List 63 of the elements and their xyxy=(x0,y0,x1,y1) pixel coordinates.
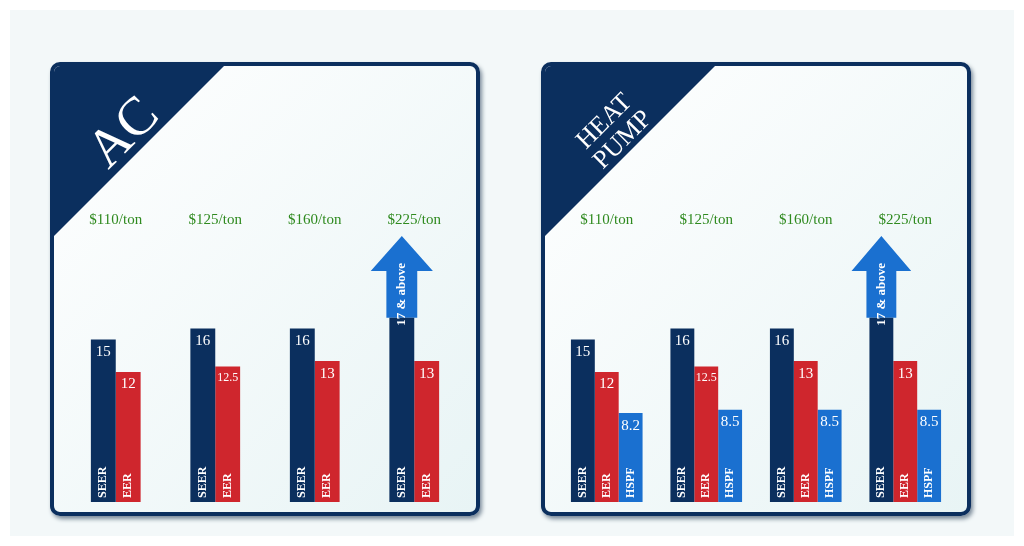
x-tick-label: $160/ton xyxy=(288,211,342,228)
text: EER xyxy=(897,473,912,498)
text: SEER xyxy=(773,466,788,498)
x-tick-label: $125/ton xyxy=(679,211,734,228)
data-label: 16 xyxy=(294,332,311,348)
data-label: 12 xyxy=(120,375,136,392)
data-label: 12.5 xyxy=(217,369,239,384)
x-tick-label: $125/ton xyxy=(188,211,243,228)
data-label: 17 & above xyxy=(393,262,409,326)
text: SEER xyxy=(393,466,408,498)
x-tick-label: $225/ton xyxy=(878,211,933,228)
x-tick-label: $160/ton xyxy=(779,211,833,228)
bar xyxy=(670,328,695,502)
data-label: 13 xyxy=(419,364,435,381)
bar xyxy=(115,371,141,502)
text: EER xyxy=(698,473,713,498)
text: EER xyxy=(797,473,812,498)
data-label: 15 xyxy=(575,342,591,359)
bar xyxy=(314,361,340,502)
data-label: 8.5 xyxy=(720,413,740,430)
bar xyxy=(570,339,595,502)
series-label: EER xyxy=(598,472,613,498)
text: HSPF xyxy=(921,467,936,498)
series-label: EER xyxy=(120,472,135,498)
data-label: 17 & above xyxy=(872,262,888,326)
text: SEER xyxy=(194,466,209,498)
text: EER xyxy=(319,473,334,498)
data-label: 8.5 xyxy=(820,413,840,430)
data-label: 16 xyxy=(195,332,211,348)
text: EER xyxy=(219,473,234,498)
text: EER xyxy=(418,473,433,498)
data-label: 13 xyxy=(798,364,814,381)
data-label: 12.5 xyxy=(695,369,717,384)
data-label: 16 xyxy=(674,332,691,348)
bar xyxy=(793,361,818,502)
bar xyxy=(694,366,719,502)
data-label: 13 xyxy=(319,364,335,381)
text: HSPF xyxy=(722,467,737,498)
data-label: 16 xyxy=(774,332,790,348)
bar xyxy=(769,328,794,502)
bar xyxy=(594,371,619,502)
bar xyxy=(215,366,241,502)
bar xyxy=(190,328,216,502)
text: HSPF xyxy=(821,467,836,498)
bar xyxy=(893,361,918,502)
x-tick-label: $110/ton xyxy=(580,211,634,228)
data-label: 8.2 xyxy=(621,416,641,433)
series-label: SEER xyxy=(95,466,110,498)
bar xyxy=(414,361,440,502)
bar xyxy=(289,328,315,502)
series-label: SEER xyxy=(574,466,589,498)
series-label: HSPF xyxy=(622,467,637,498)
chart-title: AC xyxy=(73,82,171,181)
data-label: 8.5 xyxy=(919,413,939,430)
text: SEER xyxy=(674,466,689,498)
data-label: 12 xyxy=(599,375,615,392)
data-label: 15 xyxy=(95,342,111,359)
bar xyxy=(90,339,116,502)
text: SEER xyxy=(873,466,888,498)
x-tick-label: $225/ton xyxy=(387,211,442,228)
x-tick-label: $110/ton xyxy=(89,211,143,228)
data-label: 13 xyxy=(897,364,913,381)
text: SEER xyxy=(294,466,309,498)
